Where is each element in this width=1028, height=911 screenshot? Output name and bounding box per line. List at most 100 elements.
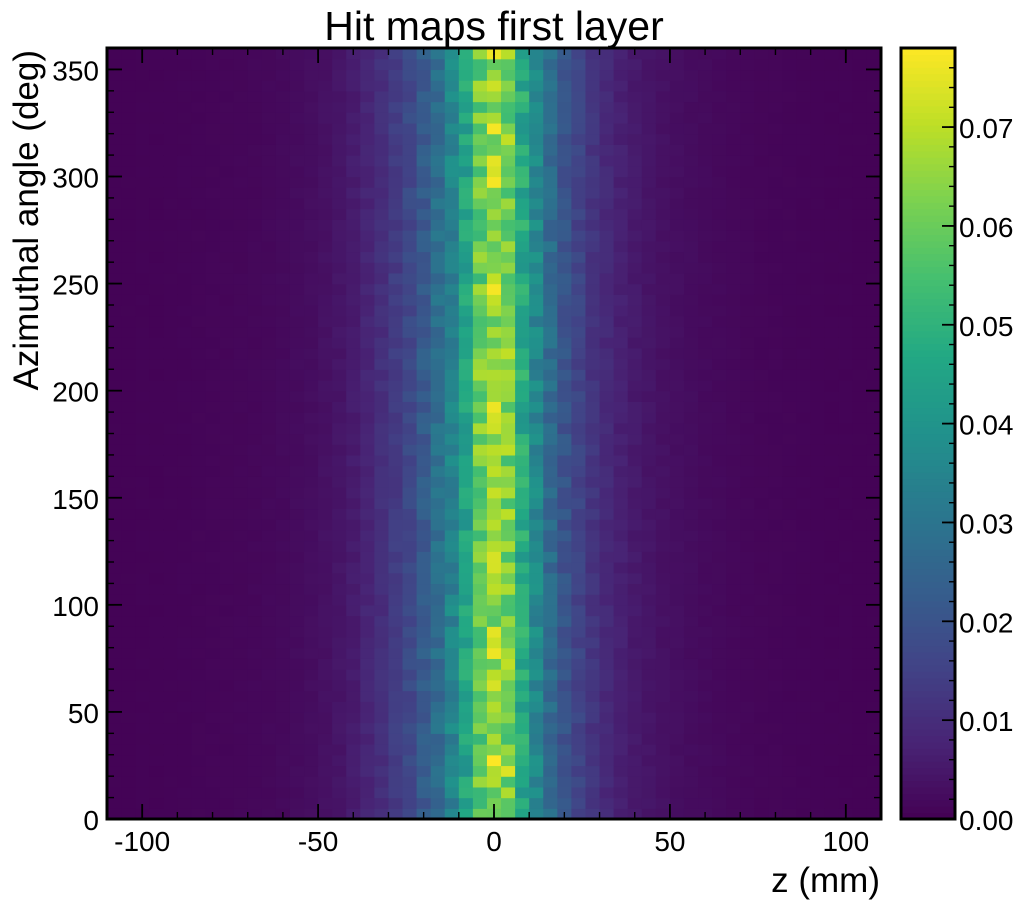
- heatmap-cell: [360, 359, 375, 370]
- heatmap-cell: [698, 80, 713, 91]
- heatmap-cell: [206, 476, 221, 487]
- heatmap-cell: [346, 80, 361, 91]
- heatmap-cell: [614, 573, 629, 584]
- heatmap-cell: [712, 80, 727, 91]
- heatmap-cell: [417, 59, 432, 70]
- heatmap-cell: [346, 658, 361, 669]
- heatmap-cell: [656, 391, 671, 402]
- heatmap-cell: [403, 701, 418, 712]
- heatmap-cell: [318, 466, 333, 477]
- heatmap-cell: [388, 508, 403, 519]
- heatmap-cell: [121, 519, 136, 530]
- heatmap-cell: [290, 112, 305, 123]
- heatmap-cell: [600, 166, 615, 177]
- heatmap-cell: [163, 444, 178, 455]
- heatmap-cell: [853, 284, 868, 295]
- heatmap-cell: [867, 626, 882, 637]
- heatmap-cell: [642, 305, 657, 316]
- heatmap-cell: [825, 455, 840, 466]
- heatmap-cell: [698, 305, 713, 316]
- heatmap-cell: [670, 765, 685, 776]
- heatmap-cell: [220, 787, 235, 798]
- heatmap-cell: [163, 91, 178, 102]
- heatmap-cell: [797, 541, 812, 552]
- heatmap-cell: [163, 723, 178, 734]
- heatmap-cell: [825, 583, 840, 594]
- heatmap-cell: [360, 423, 375, 434]
- heatmap-cell: [726, 80, 741, 91]
- heatmap-cell: [501, 680, 516, 691]
- heatmap-cell: [614, 658, 629, 669]
- heatmap-cell: [445, 541, 460, 552]
- heatmap-cell: [304, 380, 319, 391]
- heatmap-cell: [600, 530, 615, 541]
- heatmap-cell: [571, 765, 586, 776]
- heatmap-cell: [698, 701, 713, 712]
- heatmap-cell: [290, 487, 305, 498]
- heatmap-cell: [782, 551, 797, 562]
- heatmap-cell: [698, 444, 713, 455]
- heatmap-cell: [768, 487, 783, 498]
- heatmap-cell: [445, 658, 460, 669]
- heatmap-cell: [318, 733, 333, 744]
- heatmap-cell: [276, 123, 291, 134]
- heatmap-cell: [318, 723, 333, 734]
- colorbar-segment: [901, 646, 955, 653]
- heatmap-cell: [388, 380, 403, 391]
- heatmap-cell: [107, 434, 122, 445]
- heatmap-cell: [220, 209, 235, 220]
- heatmap-cell: [867, 209, 882, 220]
- heatmap-cell: [163, 273, 178, 284]
- heatmap-cell: [726, 723, 741, 734]
- heatmap-cell: [121, 691, 136, 702]
- heatmap-cell: [628, 669, 643, 680]
- heatmap-cell: [262, 230, 277, 241]
- heatmap-cell: [191, 562, 206, 573]
- heatmap-cell: [571, 251, 586, 262]
- heatmap-cell: [248, 455, 263, 466]
- heatmap-cell: [121, 626, 136, 637]
- heatmap-cell: [177, 316, 192, 327]
- heatmap-cell: [853, 626, 868, 637]
- heatmap-cell: [374, 294, 389, 305]
- heatmap-cell: [726, 519, 741, 530]
- heatmap-cell: [726, 59, 741, 70]
- heatmap-cell: [220, 798, 235, 809]
- heatmap-cell: [585, 230, 600, 241]
- heatmap-cell: [726, 466, 741, 477]
- heatmap-cell: [614, 648, 629, 659]
- heatmap-cell: [459, 691, 474, 702]
- heatmap-cell: [557, 776, 572, 787]
- heatmap-cell: [797, 112, 812, 123]
- heatmap-cell: [121, 573, 136, 584]
- heatmap-cell: [388, 712, 403, 723]
- heatmap-cell: [600, 123, 615, 134]
- heatmap-cell: [642, 316, 657, 327]
- heatmap-cell: [149, 102, 164, 113]
- heatmap-cell: [121, 423, 136, 434]
- heatmap-cell: [459, 305, 474, 316]
- heatmap-cell: [782, 723, 797, 734]
- heatmap-cell: [839, 198, 854, 209]
- heatmap-cell: [754, 59, 769, 70]
- heatmap-cell: [656, 765, 671, 776]
- heatmap-cell: [290, 541, 305, 552]
- heatmap-cell: [712, 251, 727, 262]
- heatmap-cell: [121, 348, 136, 359]
- heatmap-cell: [600, 187, 615, 198]
- heatmap-cell: [754, 455, 769, 466]
- heatmap-cell: [867, 198, 882, 209]
- heatmap-cell: [768, 166, 783, 177]
- heatmap-cell: [177, 498, 192, 509]
- heatmap-cell: [600, 701, 615, 712]
- heatmap-cell: [417, 209, 432, 220]
- heatmap-cell: [177, 733, 192, 744]
- heatmap-cell: [839, 637, 854, 648]
- heatmap-cell: [206, 691, 221, 702]
- heatmap-cell: [121, 723, 136, 734]
- heatmap-cell: [417, 359, 432, 370]
- heatmap-cell: [487, 401, 502, 412]
- heatmap-cell: [698, 230, 713, 241]
- heatmap-cell: [206, 284, 221, 295]
- heatmap-cell: [515, 123, 530, 134]
